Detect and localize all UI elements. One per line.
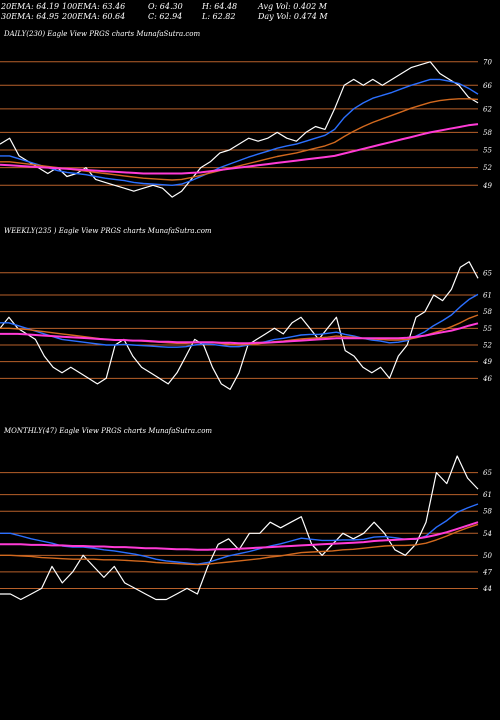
monthly-y-tick-label: 65 xyxy=(483,469,492,477)
weekly-panel-label: WEEKLY(235 ) Eagle View PRGS charts Muna… xyxy=(4,227,212,235)
ema100-value: 100EMA: 63.46 xyxy=(62,2,126,11)
weekly-price-line xyxy=(0,261,479,390)
daily-y-tick-label: 66 xyxy=(483,82,492,90)
daily-y-tick-label: 52 xyxy=(483,164,492,172)
monthly-ema-short-line xyxy=(0,503,479,565)
monthly-panel-label: MONTHLY(47) Eagle View PRGS charts Munaf… xyxy=(4,427,213,435)
open-value: O: 64.30 xyxy=(148,2,183,11)
weekly-ema-short-line xyxy=(0,293,479,348)
weekly-y-tick-label: 52 xyxy=(483,342,492,350)
ema200-value: 200EMA: 60.64 xyxy=(62,12,126,21)
weekly-y-tick-label: 61 xyxy=(483,292,492,300)
monthly-y-tick-label: 47 xyxy=(482,568,492,576)
daily-price-line xyxy=(0,61,479,198)
day-vol-value: Day Vol: 0.474 M xyxy=(258,12,328,21)
weekly-y-tick-label: 49 xyxy=(482,358,492,366)
weekly-ema-long-line xyxy=(0,322,479,345)
monthly-y-tick-label: 61 xyxy=(483,491,492,499)
weekly-y-tick-label: 58 xyxy=(483,308,492,316)
weekly-y-tick-label: 46 xyxy=(482,375,492,383)
daily-y-tick-label: 55 xyxy=(483,147,492,155)
monthly-chart-panel: 65 61 58 54 50 47 44 xyxy=(0,455,492,601)
monthly-y-tick-label: 44 xyxy=(482,585,492,593)
daily-panel-label: DAILY(230) Eagle View PRGS charts Munafa… xyxy=(4,30,201,38)
monthly-y-tick-label: 50 xyxy=(483,552,492,560)
weekly-ema-mid-line xyxy=(0,314,479,346)
ema30-value: 30EMA: 64.95 xyxy=(1,12,60,21)
weekly-y-tick-label: 55 xyxy=(483,325,492,333)
indicator-header: 20EMA: 64.19 100EMA: 63.46 O: 64.30 H: 6… xyxy=(0,0,500,28)
weekly-y-tick-label: 65 xyxy=(483,269,492,277)
avg-vol-value: Avg Vol: 0.402 M xyxy=(258,2,327,11)
low-value: L: 62.82 xyxy=(202,12,236,21)
close-value: C: 62.94 xyxy=(148,12,183,21)
monthly-y-tick-label: 58 xyxy=(483,508,492,516)
daily-y-tick-label: 58 xyxy=(483,129,492,137)
daily-ema-short-line xyxy=(0,78,479,187)
daily-chart-panel: 70 66 62 58 55 52 49 xyxy=(0,58,492,198)
daily-y-tick-label: 49 xyxy=(482,182,492,190)
weekly-chart-panel: 65 61 58 55 52 49 46 xyxy=(0,261,492,390)
monthly-ema-long-line xyxy=(0,521,479,551)
monthly-y-tick-label: 54 xyxy=(483,530,492,538)
ema20-value: 20EMA: 64.19 xyxy=(1,2,60,11)
high-value: H: 64.48 xyxy=(202,2,238,11)
daily-y-tick-label: 70 xyxy=(483,58,492,66)
daily-y-tick-label: 62 xyxy=(483,105,492,113)
monthly-price-line xyxy=(0,455,479,601)
daily-ema-long-line xyxy=(0,123,479,175)
monthly-ema-mid-line xyxy=(0,523,479,566)
